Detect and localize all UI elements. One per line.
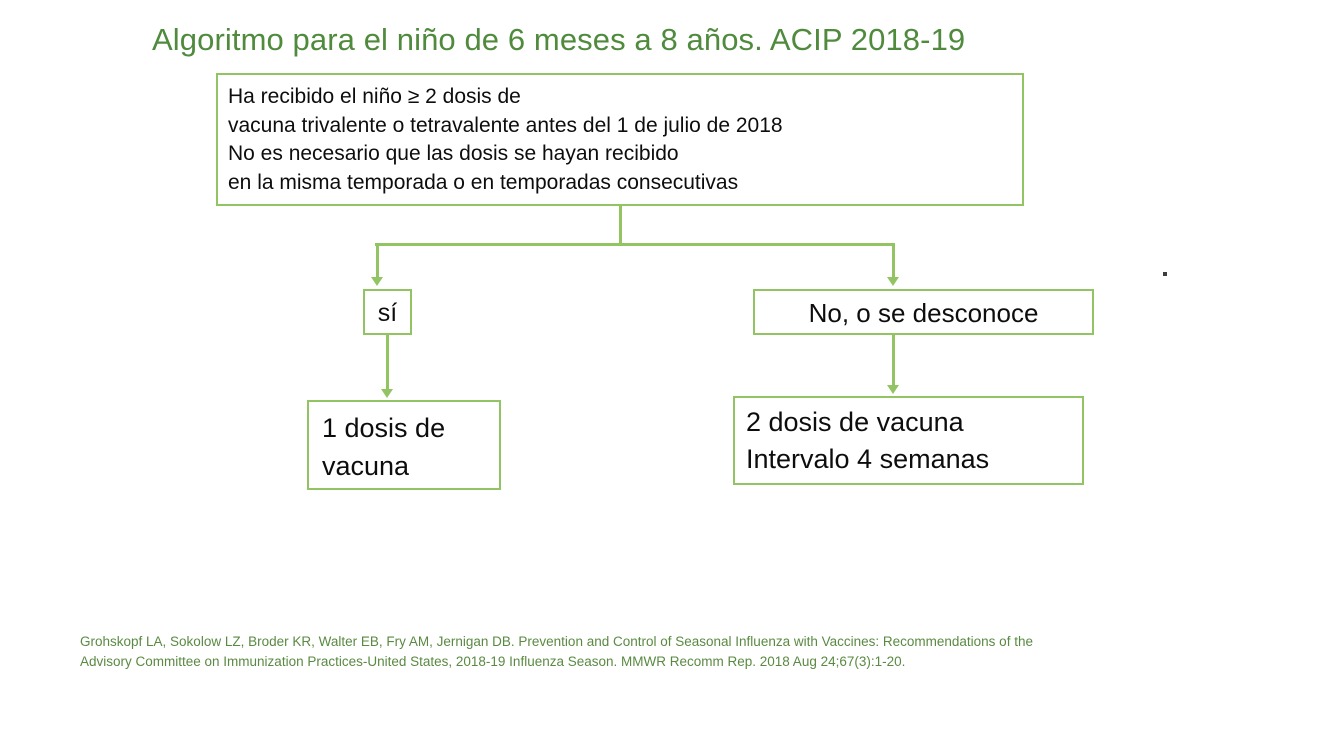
arrowhead-to-yes: [371, 277, 383, 286]
connector-yes-to-outcome: [386, 335, 389, 390]
connector-no-to-outcome: [892, 335, 895, 386]
arrowhead-to-no: [887, 277, 899, 286]
arrowhead-no-to-outcome: [887, 385, 899, 394]
connector-bar-main: [375, 243, 895, 246]
citation-reference: Grohskopf LA, Sokolow LZ, Broder KR, Wal…: [80, 632, 1260, 672]
branch-label-yes-text: sí: [377, 299, 398, 327]
connector-stem-main: [619, 206, 622, 245]
question-box: Ha recibido el niño ≥ 2 dosis de vacuna …: [216, 73, 1024, 206]
outcome-box-two-dose: 2 dosis de vacuna Intervalo 4 semanas: [733, 396, 1084, 485]
outcome-box-one-dose: 1 dosis de vacuna: [307, 400, 501, 490]
branch-label-no-text: No, o se desconoce: [808, 298, 1039, 328]
branch-label-yes: sí: [363, 289, 412, 335]
outcome-box-one-dose-text: 1 dosis de vacuna: [322, 413, 446, 481]
stray-dot-mark: [1163, 272, 1167, 276]
connector-drop-to-yes: [376, 244, 379, 278]
citation-line-2: Advisory Committee on Immunization Pract…: [80, 654, 906, 669]
connector-drop-to-no: [892, 244, 895, 278]
citation-line-1: Grohskopf LA, Sokolow LZ, Broder KR, Wal…: [80, 634, 1033, 649]
arrowhead-yes-to-outcome: [381, 389, 393, 398]
outcome-box-two-dose-text: 2 dosis de vacuna Intervalo 4 semanas: [746, 407, 990, 474]
question-box-text: Ha recibido el niño ≥ 2 dosis de vacuna …: [228, 85, 783, 194]
page-title: Algoritmo para el niño de 6 meses a 8 añ…: [152, 22, 966, 57]
branch-label-no: No, o se desconoce: [753, 289, 1094, 335]
